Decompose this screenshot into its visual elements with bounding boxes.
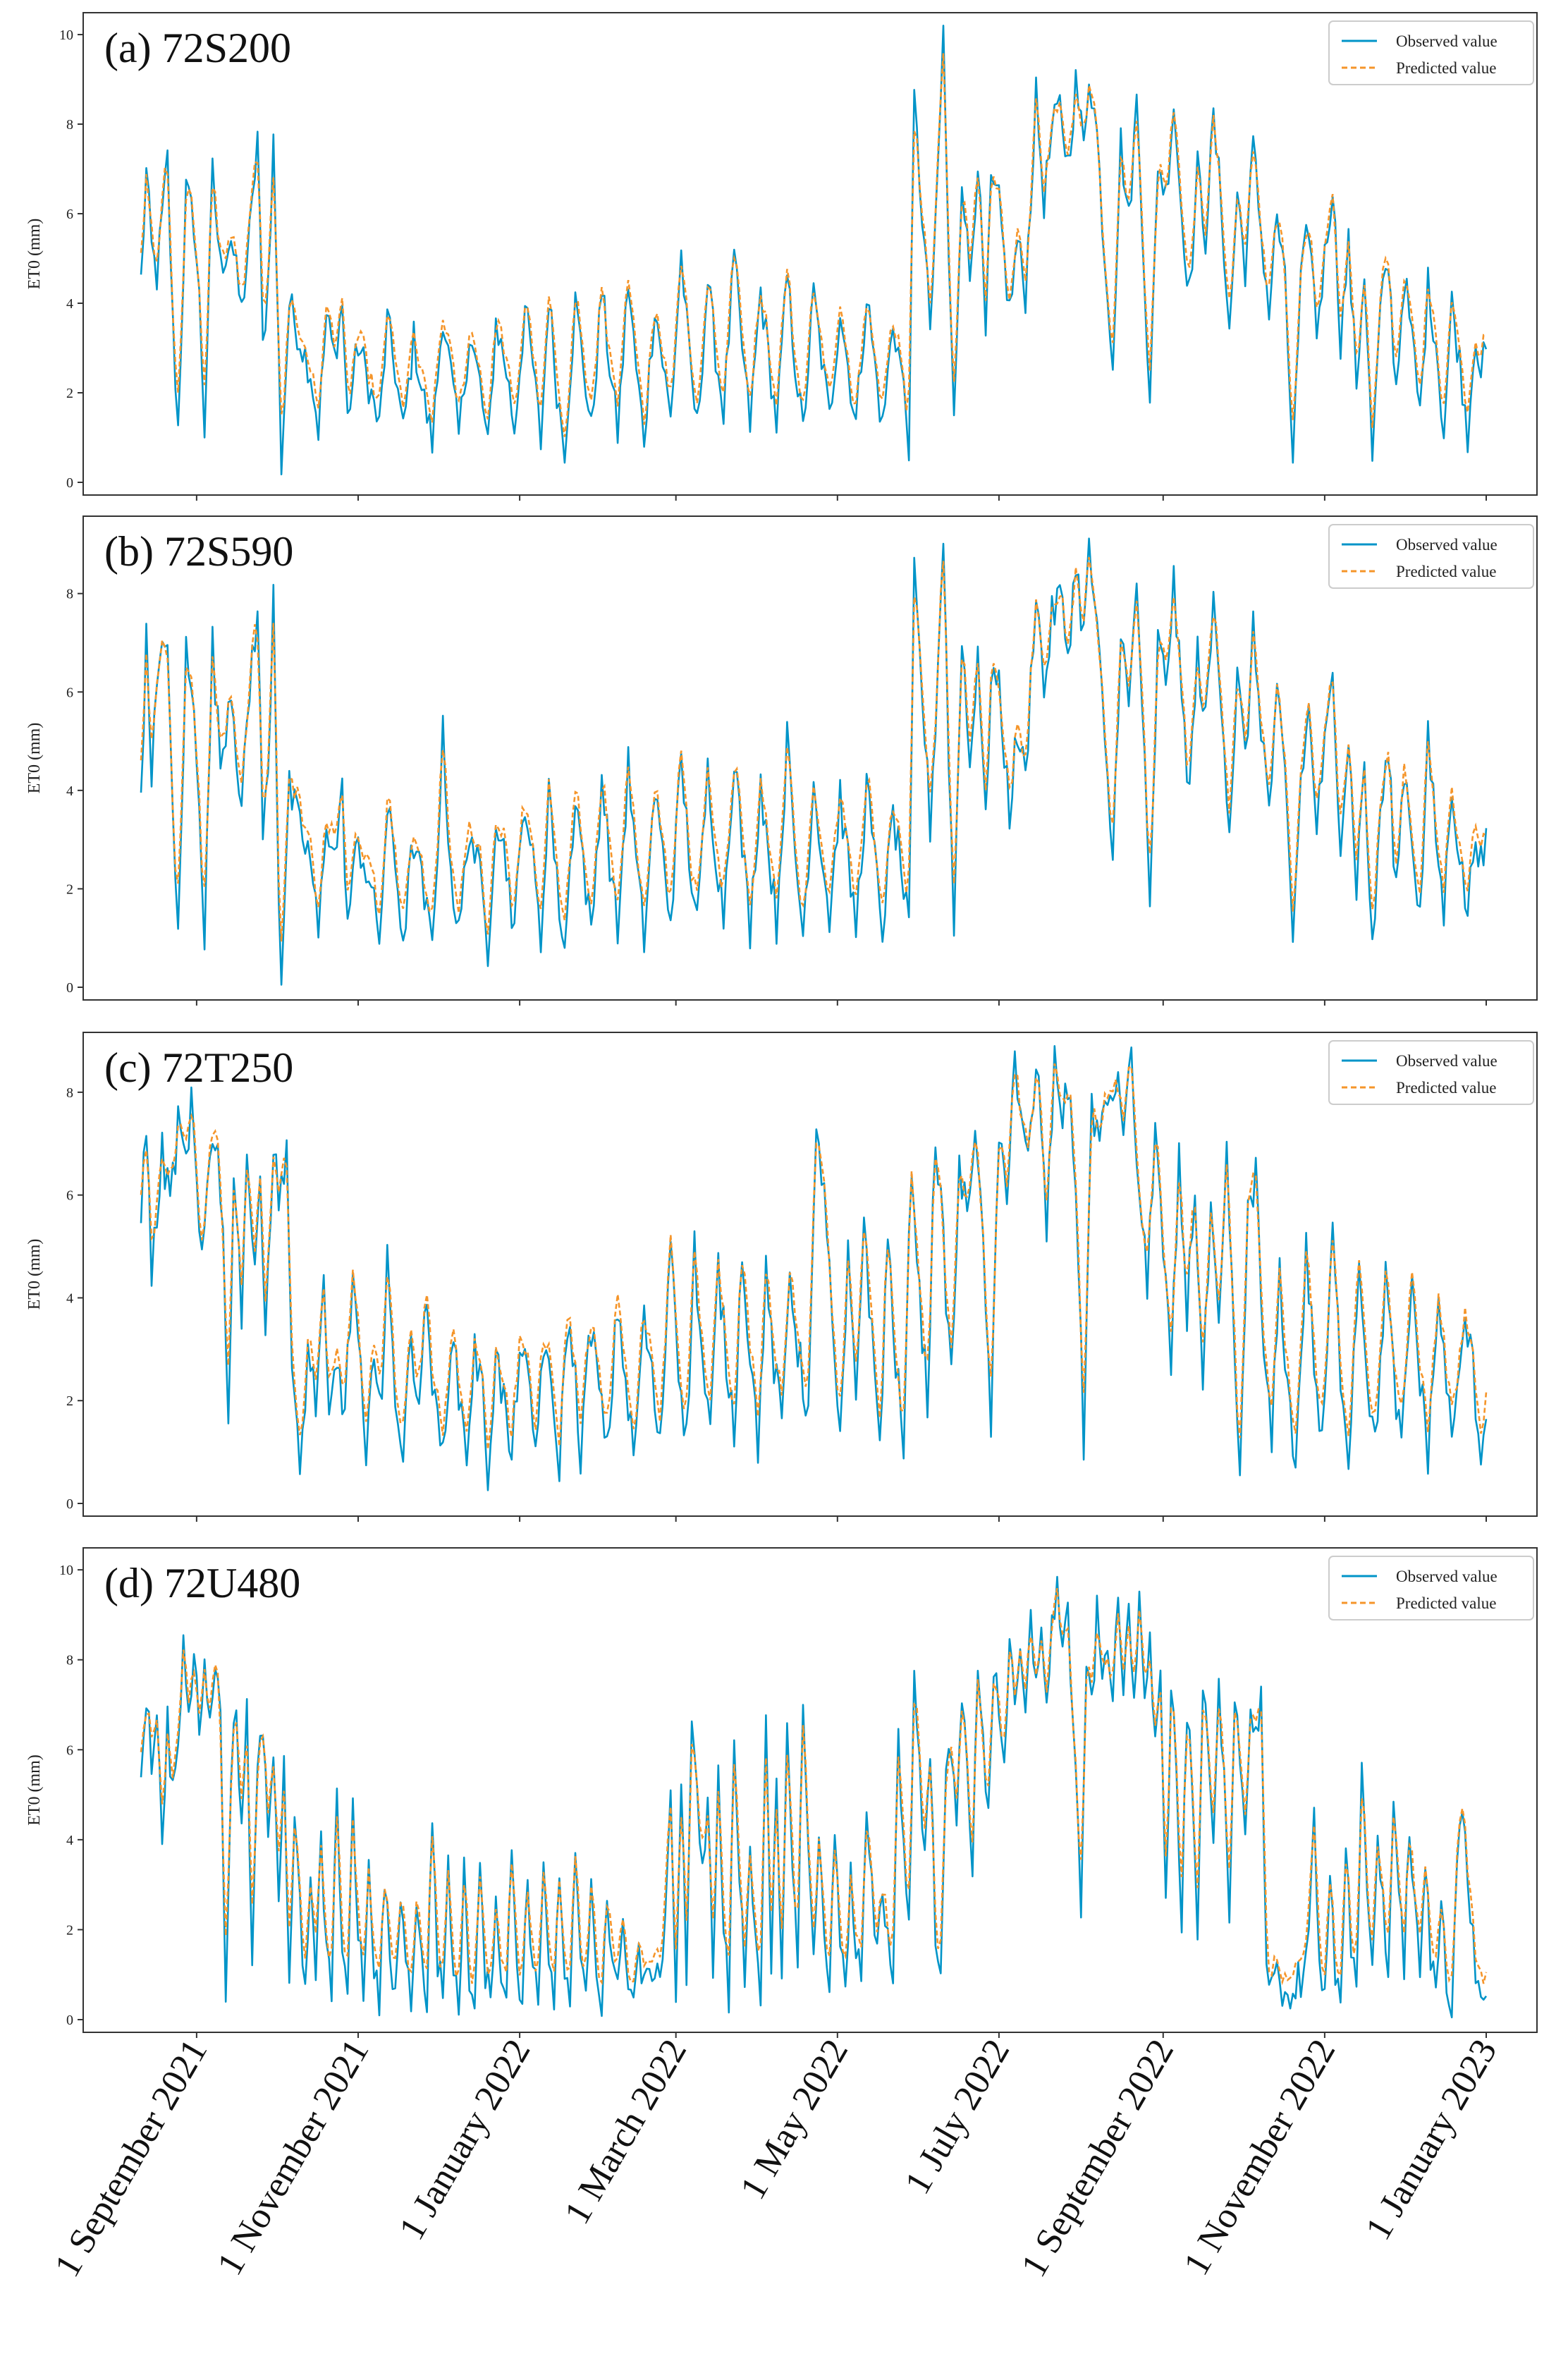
x-tick-label: 1 September 2021 [47, 2033, 216, 2284]
y-tick-label: 8 [66, 117, 73, 133]
legend-observed-label: Observed value [1396, 536, 1497, 554]
legend-observed-label: Observed value [1396, 32, 1497, 50]
y-tick-label: 4 [66, 1290, 73, 1306]
y-tick-label: 2 [66, 1922, 73, 1938]
panel-1: 0 2 4 6 8 10 ET0 (mm) (a) 72S200 Observed value P… [25, 12, 1538, 501]
y-tick-label: 8 [66, 1085, 73, 1101]
y-tick-label: 8 [66, 1653, 73, 1668]
x-tick-label: 1 January 2022 [391, 2033, 538, 2247]
panel-3: 0 2 4 6 8 ET0 (mm) (c) 72T250 Observed value Pre… [25, 1032, 1538, 1522]
y-tick-label: 4 [66, 1833, 73, 1848]
series-observed-line [140, 537, 1488, 986]
y-tick-label: 2 [66, 1393, 73, 1409]
y-tick-label: 6 [66, 1188, 73, 1204]
x-tick-label: 1 May 2022 [733, 2033, 856, 2207]
x-tick-label: 1 September 2022 [1014, 2033, 1182, 2284]
panel-title: (d) 72U480 [104, 1560, 300, 1606]
y-tick-label: 4 [66, 783, 73, 799]
legend-observed-label: Observed value [1396, 1568, 1497, 1585]
panel-2: 0 2 4 6 8 ET0 (mm) (b) 72S590 Observed value Pre… [25, 515, 1538, 1006]
y-axis-label: ET0 (mm) [25, 723, 44, 794]
panel-4: 0 2 4 6 8 10 ET0 (mm) (d) 72U480 Observed value P… [25, 1547, 1538, 2038]
x-tick-label: 1 November 2021 [209, 2033, 376, 2283]
x-tick-label: 1 November 2022 [1176, 2033, 1343, 2283]
y-tick-label: 6 [66, 207, 73, 222]
plot-frame [82, 12, 1538, 496]
y-tick-label: 10 [59, 1563, 73, 1578]
y-tick-label: 10 [59, 28, 73, 43]
plot-frame [82, 1032, 1538, 1517]
y-tick-label: 2 [66, 386, 73, 401]
legend-box [1328, 20, 1534, 85]
legend-box [1328, 524, 1534, 589]
y-axis-label: ET0 (mm) [25, 1239, 44, 1310]
plot-frame [82, 515, 1538, 1001]
series-observed-line [140, 25, 1488, 475]
plot-frame [82, 1547, 1538, 2033]
legend-box [1328, 1556, 1534, 1620]
legend-box [1328, 1040, 1534, 1105]
y-tick-label: 6 [66, 1742, 73, 1758]
y-tick-label: 0 [66, 2013, 73, 2028]
y-tick-label: 4 [66, 296, 73, 312]
panel-title: (b) 72S590 [104, 528, 293, 575]
y-axis-label: ET0 (mm) [25, 219, 44, 290]
y-tick-label: 8 [66, 587, 73, 602]
x-tick-label: 1 January 2023 [1358, 2033, 1505, 2247]
legend-predicted-label: Predicted value [1396, 1079, 1496, 1097]
series-predicted-line [140, 557, 1487, 942]
y-tick-label: 0 [66, 1496, 73, 1512]
y-tick-label: 6 [66, 685, 73, 700]
panel-title: (c) 72T250 [104, 1044, 293, 1091]
y-axis-label: ET0 (mm) [25, 1754, 44, 1826]
series-predicted-line [140, 1063, 1488, 1450]
series-predicted-line [140, 53, 1487, 437]
legend-predicted-label: Predicted value [1396, 563, 1496, 580]
x-tick-label: 1 July 2022 [898, 2033, 1018, 2202]
legend-predicted-label: Predicted value [1396, 59, 1496, 77]
series-predicted-line [140, 1588, 1488, 1986]
x-tick-label: 1 March 2022 [557, 2033, 694, 2231]
legend-observed-label: Observed value [1396, 1052, 1497, 1070]
y-tick-label: 0 [66, 980, 73, 996]
y-tick-label: 2 [66, 881, 73, 897]
y-tick-label: 0 [66, 475, 73, 491]
legend-predicted-label: Predicted value [1396, 1594, 1496, 1612]
panel-title: (a) 72S200 [104, 25, 291, 71]
